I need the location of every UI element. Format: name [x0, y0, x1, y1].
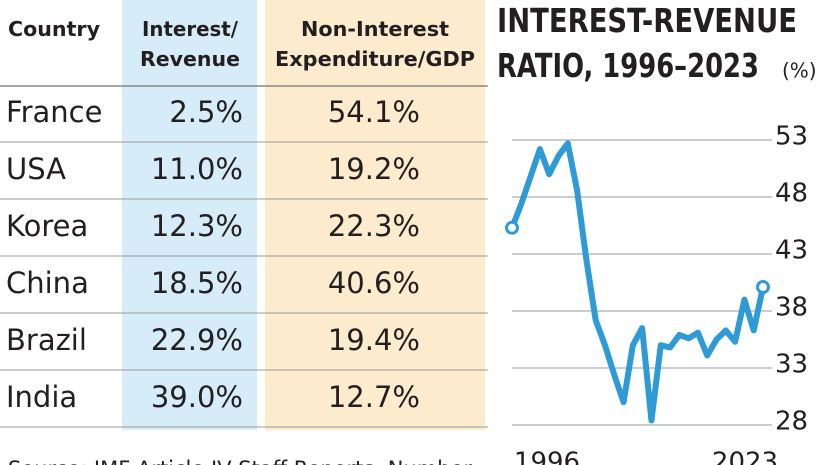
interest-value: 12.3%: [151, 209, 243, 243]
expenditure-value: 40.6%: [328, 266, 420, 300]
interest-value: 39.0%: [151, 380, 243, 414]
expenditure-column-bg: [265, 0, 485, 430]
country: Korea: [6, 209, 88, 243]
line: [509, 140, 766, 424]
expenditure-value: 54.1%: [328, 95, 420, 129]
y-tick-label: 28: [775, 407, 808, 437]
y-tick-label: 43: [775, 236, 808, 266]
country: USA: [6, 152, 66, 186]
interest-value: 22.9%: [151, 323, 243, 357]
y-tick-label: 53: [775, 122, 808, 152]
expenditure-value: 19.4%: [328, 323, 420, 357]
y-tick-label: 48: [775, 179, 808, 209]
x-tick-label: 2023: [712, 448, 778, 465]
header-cell: Non-Interest Expenditure/GDP: [275, 17, 475, 71]
country: China: [6, 266, 89, 300]
expenditure-value: 12.7%: [328, 380, 420, 414]
header-cell: Country: [8, 17, 100, 41]
expenditure-value: 19.2%: [328, 152, 420, 186]
x-tick-label: 1996: [514, 448, 580, 465]
end-marker: [505, 220, 519, 235]
country: Brazil: [6, 323, 87, 357]
y-tick-label: 33: [775, 350, 808, 380]
interest-column-bg: [122, 0, 257, 430]
country: India: [6, 380, 77, 414]
end-marker: [756, 280, 770, 295]
expenditure-value: 22.3%: [328, 209, 420, 243]
country: France: [6, 95, 102, 129]
unit: (%): [782, 59, 817, 83]
interest-value: 2.5%: [169, 95, 243, 129]
interest-value: 18.5%: [151, 266, 243, 300]
source: Source: IMF Article IV Staff Reports. Nu…: [8, 457, 472, 465]
interest-value: 11.0%: [151, 152, 243, 186]
y-tick-label: 38: [775, 293, 808, 323]
chart-title: INTEREST-REVENUE RATIO, 1996–2023: [497, 1, 797, 85]
header-cell: Interest/Revenue: [140, 17, 240, 71]
